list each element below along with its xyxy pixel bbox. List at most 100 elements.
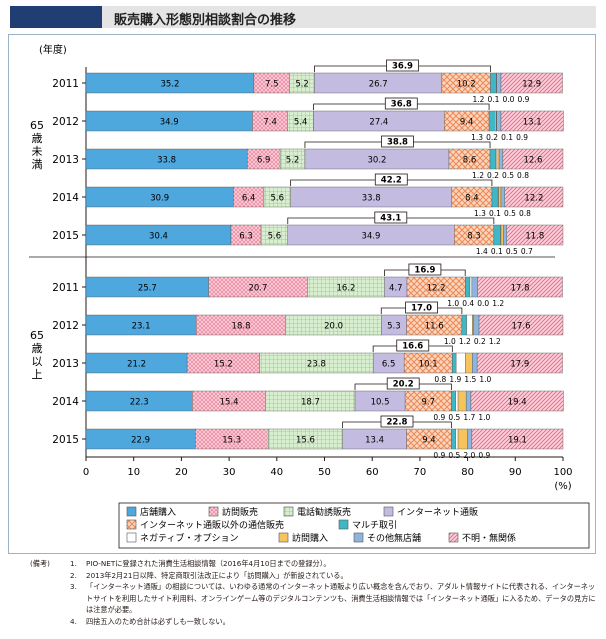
small-value-label: 0.9 xyxy=(516,133,528,142)
bar-segment xyxy=(503,224,507,246)
bar-value-label: 12.6 xyxy=(523,156,542,166)
small-value-label: 1.4 xyxy=(476,247,488,256)
bar-value-label: 17.6 xyxy=(512,322,531,332)
x-tick-label: 100 xyxy=(553,467,572,478)
note-number: 1. xyxy=(70,559,77,568)
bar-segment xyxy=(498,148,504,170)
year-label: 2012 xyxy=(52,116,79,128)
small-value-label: 0.9 xyxy=(478,451,490,460)
legend-entry: その他無店舗 xyxy=(367,532,421,544)
note-number: 2. xyxy=(70,570,77,580)
bar-segment xyxy=(476,352,563,374)
legend-entry: 電話勧誘販売 xyxy=(297,506,351,518)
note-text: PIO-NETに登録された消費生活相談情報（2016年4月10日までの登録分）。 xyxy=(86,559,331,568)
legend-swatch xyxy=(126,506,137,517)
bar-value-label: 33.8 xyxy=(362,194,381,204)
bar-value-label: 30.2 xyxy=(368,156,387,166)
title-accent xyxy=(10,6,102,28)
note-row: 2. 2013年2月21日以降、特定商取引法改正により「訪問購入」が新設されている… xyxy=(30,570,600,582)
bar-segment xyxy=(490,72,497,94)
bar-value-label: 30.4 xyxy=(149,232,168,242)
x-tick-label: 70 xyxy=(414,467,427,478)
note-row: 3. 「インターネット通販」の相談については、いわゆる通常のインターネット通販より… xyxy=(30,581,600,616)
bar-segment xyxy=(500,186,506,208)
x-tick-label: 60 xyxy=(366,467,379,478)
small-value-label: 0.1 xyxy=(489,209,501,218)
bar-segment xyxy=(488,110,496,132)
year-label: 2013 xyxy=(52,358,79,370)
x-tick-label: 30 xyxy=(223,467,236,478)
bracket-value: 43.1 xyxy=(380,214,401,224)
bar-value-label: 23.8 xyxy=(307,360,326,370)
bar-value-label: 5.6 xyxy=(271,194,285,204)
bracket-box xyxy=(386,59,419,72)
small-value-label: 0.9 xyxy=(518,95,530,104)
bar-segment xyxy=(452,352,457,374)
small-value-label: 0.2 xyxy=(486,133,498,142)
small-value-label: 1.2 xyxy=(489,337,501,346)
bar-value-label: 22.9 xyxy=(131,436,150,446)
small-value-label: 1.3 xyxy=(474,209,486,218)
bar-value-label: 15.4 xyxy=(220,398,239,408)
year-label: 2012 xyxy=(52,320,79,332)
bar-value-label: 18.7 xyxy=(301,398,320,408)
small-value-label: 1.2 xyxy=(459,337,471,346)
bar-value-label: 34.9 xyxy=(160,118,179,128)
x-tick-label: 40 xyxy=(270,467,283,478)
bracket-value: 22.8 xyxy=(387,418,408,428)
bar-segment xyxy=(496,72,502,94)
note-text: 四捨五入のため合計は必ずしも一致しない。 xyxy=(86,616,230,626)
bracket-box xyxy=(374,173,408,186)
bar-value-label: 22.3 xyxy=(130,398,149,408)
bar-value-label: 12.9 xyxy=(522,80,541,90)
bar-segment xyxy=(466,314,473,336)
bar-value-label: 4.7 xyxy=(389,284,403,294)
bar-segment xyxy=(469,276,473,298)
bar-segment xyxy=(478,314,564,336)
bar-value-label: 16.2 xyxy=(336,284,355,294)
bar-value-label: 21.2 xyxy=(127,360,146,370)
small-value-label: 1.7 xyxy=(463,413,475,422)
small-value-label: 1.9 xyxy=(449,375,461,384)
bar-value-label: 6.3 xyxy=(239,232,253,242)
year-label: 2011 xyxy=(52,78,79,90)
bar-segment xyxy=(491,186,499,208)
bar-segment xyxy=(465,276,471,298)
small-value-label: 1.3 xyxy=(471,133,483,142)
small-value-label: 0.9 xyxy=(433,451,445,460)
bar-segment xyxy=(457,390,467,412)
small-value-label: 1.0 xyxy=(478,413,490,422)
note-number: 4. xyxy=(70,616,77,626)
chart-panel: (年度) 0 10 20 30 40 50 60 70 80 90 100 (%) 65 歳未満 65 歳以上 2… xyxy=(8,34,596,554)
small-value-label: 0.0 xyxy=(477,299,489,308)
legend-entry: ネガティブ・オプション xyxy=(140,532,238,544)
small-value-label: 2.0 xyxy=(463,451,475,460)
x-unit-label: (%) xyxy=(554,481,571,492)
bar-value-label: 11.6 xyxy=(425,322,444,332)
small-value-label: 0.8 xyxy=(519,209,531,218)
small-value-label: 1.2 xyxy=(472,171,484,180)
bar-value-label: 34.9 xyxy=(362,232,381,242)
bracket-value: 42.2 xyxy=(381,176,402,186)
year-label: 2014 xyxy=(52,396,79,408)
bar-value-label: 10.1 xyxy=(419,360,438,370)
bar-segment xyxy=(457,428,468,450)
small-value-label: 0.8 xyxy=(434,375,446,384)
note-row: (備考) 1. PIO-NETに登録された消費生活相談情報（2016年4月10日まで… xyxy=(30,558,600,570)
bar-segment xyxy=(506,224,564,246)
bar-value-label: 10.2 xyxy=(457,80,476,90)
year-label: 2011 xyxy=(52,282,79,294)
stacked-bar-chart: (年度) 0 10 20 30 40 50 60 70 80 90 100 (%) 65 歳未満 65 歳以上 2… xyxy=(29,43,590,549)
legend-entry: 店舗購入 xyxy=(140,506,176,518)
legend-swatch xyxy=(278,532,289,543)
bracket-value: 17.0 xyxy=(411,304,432,314)
bracket-box xyxy=(408,263,442,276)
bracket-value: 36.9 xyxy=(392,62,413,72)
chart-title: 販売購入形態別相談割合の推移 xyxy=(114,13,297,28)
bracket-value: 20.2 xyxy=(393,380,414,390)
bracket-value: 16.6 xyxy=(402,342,423,352)
bar-segment xyxy=(455,390,459,412)
legend-swatch xyxy=(126,519,137,530)
bar-value-label: 18.8 xyxy=(232,322,251,332)
bracket-box xyxy=(386,377,420,390)
